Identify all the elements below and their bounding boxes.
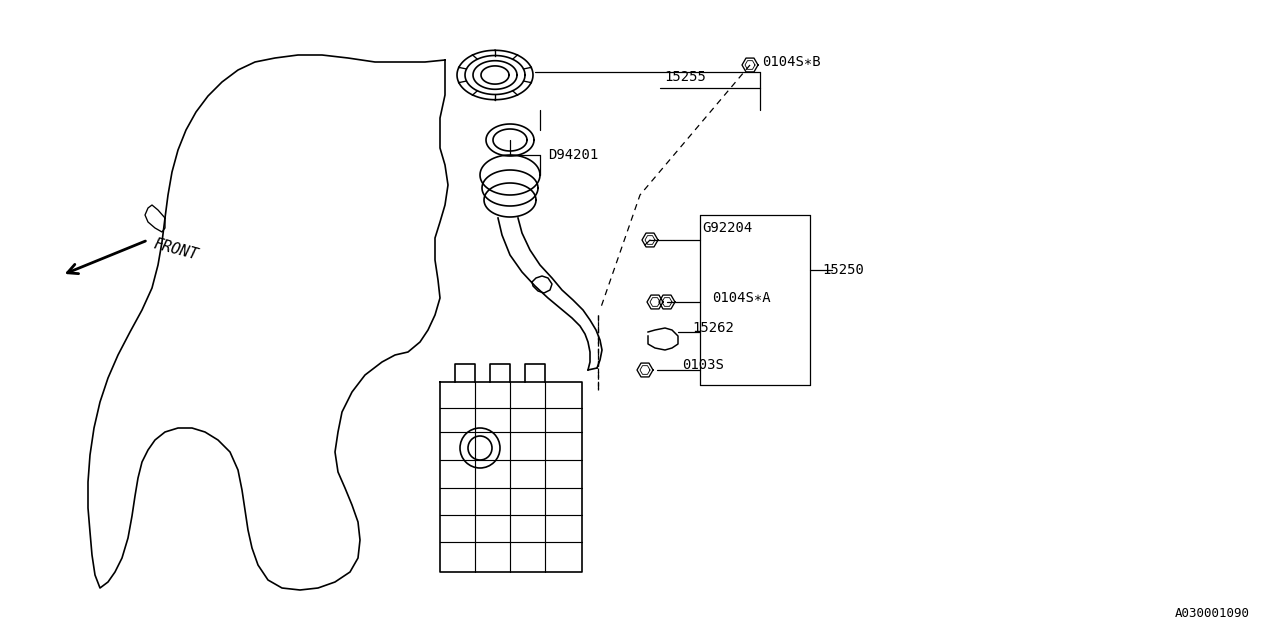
Text: 15250: 15250: [822, 263, 864, 277]
Text: 0103S: 0103S: [682, 358, 724, 372]
Text: G92204: G92204: [701, 221, 753, 235]
Text: 0104S∗B: 0104S∗B: [762, 55, 820, 69]
Text: 0104S∗A: 0104S∗A: [712, 291, 771, 305]
Text: D94201: D94201: [548, 148, 598, 162]
Text: A030001090: A030001090: [1175, 607, 1251, 620]
Text: 15255: 15255: [664, 70, 705, 84]
Text: 15262: 15262: [692, 321, 733, 335]
Text: FRONT: FRONT: [152, 237, 200, 263]
